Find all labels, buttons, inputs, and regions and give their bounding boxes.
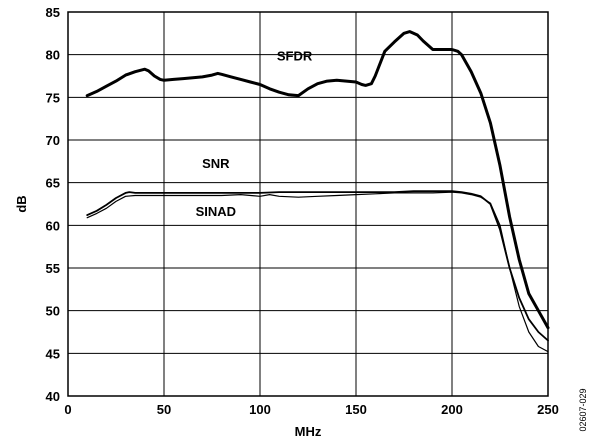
series-line-sinad [86, 191, 549, 353]
y-tick-label-55: 55 [46, 261, 60, 276]
x-tick-label-50: 50 [157, 402, 171, 417]
series-label-sfdr: SFDR [277, 49, 313, 64]
series-lines [85, 30, 550, 353]
y-tick-label-75: 75 [46, 90, 60, 105]
x-axis-label: MHz [295, 424, 322, 439]
series-label-sinad: SINAD [196, 204, 236, 219]
x-tick-label-250: 250 [537, 402, 559, 417]
series-line-snr [86, 190, 549, 342]
y-tick-label-85: 85 [46, 5, 60, 20]
y-tick-label-40: 40 [46, 389, 60, 404]
y-tick-label-80: 80 [46, 48, 60, 63]
y-tick-label-60: 60 [46, 218, 60, 233]
series-line-sfdr [85, 30, 550, 330]
series-label-snr: SNR [202, 156, 230, 171]
y-tick-label-45: 45 [46, 346, 60, 361]
figure-id: 02607-029 [578, 388, 588, 431]
tick-labels: 0 50 100 150 200 250 40 45 50 55 60 65 70 75 80 85 [46, 5, 559, 417]
y-tick-label-50: 50 [46, 304, 60, 319]
y-tick-label-65: 65 [46, 176, 60, 191]
x-tick-label-0: 0 [64, 402, 71, 417]
series-annotations: SFDR SNR SINAD [196, 49, 313, 219]
x-tick-label-150: 150 [345, 402, 367, 417]
y-tick-label-70: 70 [46, 133, 60, 148]
plot-frame [67, 11, 549, 397]
x-tick-label-200: 200 [441, 402, 463, 417]
x-tick-label-100: 100 [249, 402, 271, 417]
y-axis-label: dB [14, 195, 29, 212]
